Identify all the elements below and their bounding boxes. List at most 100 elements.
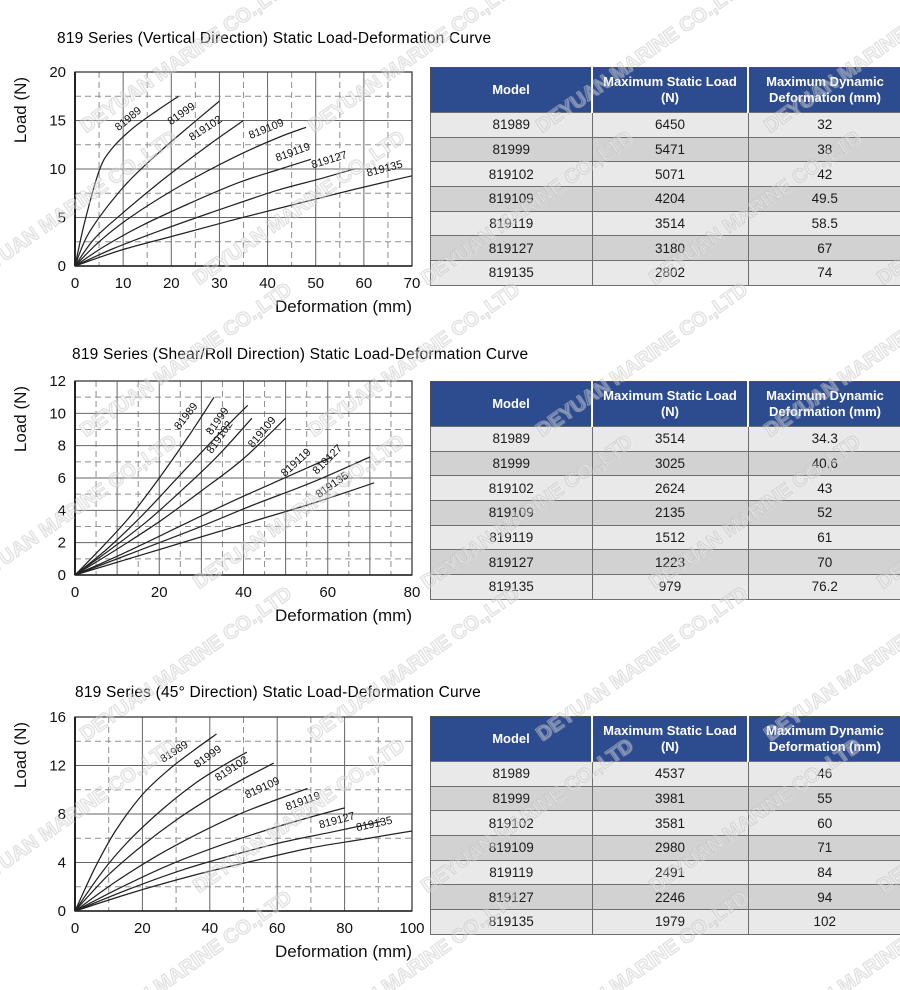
y-tick-label: 16 — [49, 709, 66, 726]
curve-819119 — [74, 456, 333, 576]
curve-label-819102: 819102 — [213, 754, 250, 784]
table-cell: 819127 — [430, 549, 593, 576]
x-tick-label: 40 — [201, 920, 218, 937]
x-tick-label: 60 — [269, 920, 286, 937]
table-row: 81989 3514 34.3 — [430, 426, 900, 452]
y-tick-label: 20 — [49, 64, 66, 81]
x-axis-label: Deformation (mm) — [275, 297, 412, 316]
column-header: Maximum Dynamic Deformation (mm) — [747, 381, 900, 427]
y-tick-label: 15 — [49, 113, 66, 130]
table-cell: 6450 — [591, 112, 749, 138]
table-cell: 979 — [591, 574, 749, 600]
table-shear-roll-direction: Model Maximum Static Load (N) Maximum Dyna… — [430, 381, 900, 600]
chart-vertical-direction: 0 10 20 30 40 50 60 70 0 5 10 15 20 Deformation (mm) L… — [11, 64, 421, 316]
table-cell: 1223 — [591, 549, 749, 576]
x-tick-label: 20 — [151, 584, 168, 601]
table-cell: 2802 — [591, 260, 749, 286]
curve-819119 — [74, 807, 345, 912]
x-tick-label: 70 — [404, 275, 421, 292]
table-cell: 81999 — [430, 785, 593, 812]
y-axis-label: Load (N) — [11, 386, 30, 452]
table-cell: 94 — [747, 884, 900, 911]
y-tick-label: 12 — [49, 758, 66, 775]
table-row: 819109 2135 52 — [430, 500, 900, 526]
y-tick-label: 10 — [49, 405, 66, 422]
table-cell: 3981 — [591, 785, 749, 812]
table-cell: 819102 — [430, 475, 593, 502]
y-tick-label: 12 — [49, 373, 66, 390]
curve-label-819102: 819102 — [187, 114, 224, 144]
chart-45deg-direction: 0 20 40 60 80 100 0 4 8 12 16 Deformation (mm) Load … — [11, 709, 425, 961]
curve-819109 — [74, 417, 287, 576]
table-row: 81999 5471 38 — [430, 136, 900, 163]
x-tick-label: 60 — [319, 584, 336, 601]
y-tick-label: 6 — [58, 470, 66, 487]
column-header: Model — [430, 716, 592, 762]
table-row: 81989 4537 46 — [430, 761, 900, 787]
x-axis-label: Deformation (mm) — [275, 942, 412, 961]
y-tick-label: 2 — [58, 535, 66, 552]
table-row: 81999 3025 40.6 — [430, 450, 900, 477]
section-title-45deg: 819 Series (45° Direction) Static Load-D… — [75, 684, 481, 701]
curve-label-819135: 819135 — [355, 815, 393, 834]
y-axis-label: Load (N) — [11, 77, 30, 143]
table-cell: 84 — [747, 859, 900, 886]
table-cell: 2980 — [591, 835, 749, 861]
curve-label-819135: 819135 — [365, 158, 404, 179]
table-cell: 2491 — [591, 859, 749, 886]
table-cell: 61 — [747, 524, 900, 551]
table-cell: 819135 — [430, 574, 593, 600]
table-row: 819109 4204 49.5 — [430, 186, 900, 212]
curve-819135 — [74, 830, 413, 912]
table-cell: 81999 — [430, 450, 593, 477]
table-cell: 34.3 — [747, 426, 900, 452]
table-cell: 2135 — [591, 500, 749, 526]
table-row: 819135 979 76.2 — [430, 574, 900, 600]
table-row: 819135 1979 102 — [430, 909, 900, 935]
table-cell: 46 — [747, 761, 900, 787]
table-row: 819119 3514 58.5 — [430, 210, 900, 237]
x-tick-label: 40 — [259, 275, 276, 292]
x-tick-label: 50 — [307, 275, 324, 292]
curve-819119 — [74, 158, 312, 267]
table-cell: 55 — [747, 785, 900, 812]
table-cell: 819102 — [430, 810, 593, 837]
table-cell: 819109 — [430, 500, 593, 526]
table-cell: 819102 — [430, 161, 593, 188]
curve-81999 — [74, 751, 248, 912]
table-cell: 67 — [747, 235, 900, 262]
table-vertical-direction: Model Maximum Static Load (N) Maximum Dyna… — [430, 67, 900, 286]
table-cell: 819119 — [430, 524, 593, 551]
curve-819102 — [74, 119, 244, 267]
table-cell: 81989 — [430, 426, 593, 452]
curve-819127 — [74, 820, 382, 912]
curve-819127 — [74, 168, 355, 267]
table-cell: 38 — [747, 136, 900, 163]
table-cell: 81989 — [430, 112, 593, 138]
table-cell: 1512 — [591, 524, 749, 551]
table-cell: 819119 — [430, 210, 593, 237]
table-cell: 42 — [747, 161, 900, 188]
table-cell: 70 — [747, 549, 900, 576]
table-cell: 819109 — [430, 186, 593, 212]
x-axis-label: Deformation (mm) — [275, 606, 412, 625]
table-cell: 819109 — [430, 835, 593, 861]
y-tick-label: 0 — [58, 258, 66, 275]
x-tick-label: 0 — [71, 275, 79, 292]
table-row: 81989 6450 32 — [430, 112, 900, 138]
table-cell: 32 — [747, 112, 900, 138]
curve-81989 — [74, 733, 217, 912]
curve-label-81989: 81989 — [158, 739, 190, 766]
y-tick-label: 8 — [58, 438, 66, 455]
table-cell: 49.5 — [747, 186, 900, 212]
curve-81989 — [74, 396, 215, 576]
x-tick-label: 40 — [235, 584, 252, 601]
y-tick-label: 0 — [58, 567, 66, 584]
curve-819102 — [74, 762, 275, 912]
table-cell: 819135 — [430, 909, 593, 935]
column-header: Maximum Static Load (N) — [591, 716, 748, 762]
column-header: Maximum Static Load (N) — [591, 67, 748, 113]
y-tick-label: 10 — [49, 161, 66, 178]
curve-label-819119: 819119 — [279, 446, 314, 479]
